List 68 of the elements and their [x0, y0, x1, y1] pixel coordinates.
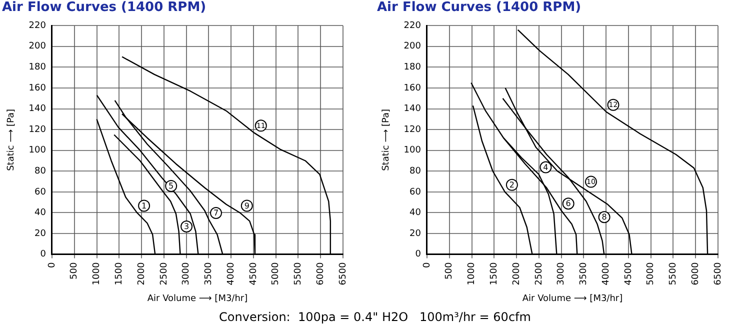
x-tick-label: 0 [47, 262, 58, 268]
y-tick-label: 20 [410, 228, 422, 239]
annotation: 5 [168, 182, 174, 191]
y-tick-label: 140 [404, 104, 422, 114]
y-tick-label: 60 [410, 187, 422, 198]
y-tick-label: 160 [404, 83, 422, 94]
x-axis-title: Air Volume ⟶ [M3/hr] [522, 294, 623, 304]
y-axis-title: Static ⟶ [Pa] [382, 108, 392, 171]
x-tick-label: 4000 [601, 262, 612, 286]
x-tick-label: 5000 [646, 262, 656, 286]
y-axis-title: Static ⟶ [Pa] [6, 108, 17, 171]
chart-title: Air Flow Curves (1400 RPM) [2, 0, 206, 16]
annotation: 3 [184, 222, 190, 232]
y-tick-label: 0 [415, 250, 422, 260]
annotation: 8 [602, 212, 607, 222]
y-tick-label: 100 [28, 146, 46, 156]
x-tick-label: 500 [444, 262, 455, 280]
y-tick-label: 60 [34, 187, 46, 198]
x-tick-label: 6000 [316, 262, 326, 286]
x-tick-label: 5000 [271, 262, 282, 286]
x-tick-label: 0 [422, 262, 432, 268]
y-tick-label: 20 [34, 228, 46, 239]
annotation: 2 [509, 180, 514, 190]
y-tick-label: 100 [404, 146, 422, 156]
x-tick-label: 3000 [556, 262, 567, 286]
x-tick-label: 3500 [579, 262, 590, 286]
x-tick-label: 4000 [226, 262, 236, 286]
x-axis-title: Air Volume ⟶ [M3/hr] [147, 294, 248, 304]
y-tick-label: 40 [34, 208, 46, 218]
x-tick-label: 3500 [204, 262, 214, 286]
x-tick-label: 3000 [182, 262, 192, 286]
x-tick-label: 6500 [713, 262, 724, 286]
y-tick-label: 220 [404, 20, 422, 31]
x-tick-label: 1500 [114, 262, 124, 286]
x-tick-label: 4500 [624, 262, 634, 286]
x-tick-label: 6500 [338, 262, 348, 286]
x-tick-label: 2500 [534, 262, 544, 286]
x-tick-label: 5500 [294, 262, 304, 286]
y-tick-label: 200 [404, 42, 422, 52]
y-tick-label: 140 [28, 104, 46, 114]
y-tick-label: 80 [34, 166, 46, 176]
x-tick-label: 2000 [136, 262, 147, 286]
y-tick-label: 0 [40, 250, 46, 260]
x-tick-label: 500 [70, 262, 80, 280]
annotation: 9 [244, 201, 250, 210]
x-tick-label: 6000 [690, 262, 701, 286]
chart-title: Air Flow Curves (1400 RPM) [377, 0, 582, 16]
y-tick-label: 80 [410, 166, 422, 176]
y-tick-label: 120 [28, 124, 46, 135]
y-tick-label: 200 [28, 42, 46, 52]
x-tick-label: 1000 [92, 262, 102, 286]
y-tick-label: 40 [410, 208, 422, 218]
x-tick-label: 5500 [668, 262, 679, 286]
annotation: 1 [142, 201, 147, 210]
x-tick-label: 2000 [512, 262, 522, 286]
y-tick-label: 120 [404, 124, 422, 135]
x-tick-label: 2500 [159, 262, 170, 286]
y-tick-label: 180 [404, 62, 422, 73]
x-tick-label: 1500 [489, 262, 500, 286]
x-tick-label: 1000 [467, 262, 478, 286]
annotation: 7 [213, 208, 219, 218]
x-tick-label: 4500 [248, 262, 259, 286]
y-tick-label: 220 [28, 20, 46, 31]
y-tick-label: 180 [28, 62, 46, 73]
y-tick-label: 160 [28, 83, 46, 94]
text: Conversion: 100pa = 0.4" H2O 100m³/hr = 60cfm [218, 310, 532, 324]
annotation: 6 [566, 199, 571, 208]
annotation: 4 [543, 162, 548, 172]
